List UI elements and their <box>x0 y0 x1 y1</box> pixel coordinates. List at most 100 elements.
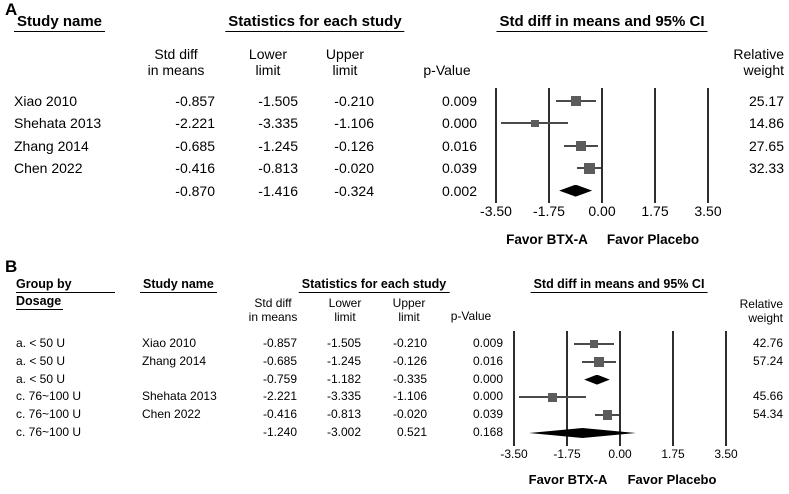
cell-upper-limit: -0.335 <box>392 371 427 386</box>
summary-diamond <box>584 374 610 385</box>
cell-group: c. 76~100 U <box>16 407 82 422</box>
cell-group: a. < 50 U <box>16 336 66 350</box>
cell-std-diff: -0.870 <box>175 182 215 199</box>
lower-limit-subheader: Lower limit <box>248 46 288 78</box>
effect-square <box>602 410 613 420</box>
gridline <box>707 88 709 203</box>
effect-square <box>530 119 539 128</box>
cell-upper-limit: -0.210 <box>392 336 427 350</box>
cell-upper-limit: -1.106 <box>392 389 427 404</box>
group-by-header-line2: Dosage <box>16 294 64 310</box>
cell-lower-limit: -0.813 <box>326 407 361 422</box>
cell-upper-limit: -0.324 <box>334 182 374 199</box>
axis-tick-label: -3.50 <box>480 203 512 219</box>
cell-group: c. 76~100 U <box>16 389 82 404</box>
cell-upper-limit: -1.106 <box>334 115 374 132</box>
axis-tick-label: 1.75 <box>641 203 669 219</box>
cell-std-diff: -0.857 <box>262 336 297 350</box>
cell-lower-limit: -1.245 <box>326 353 361 368</box>
cell-p-value: 0.039 <box>441 160 477 177</box>
axis-tick-label: -3.50 <box>500 447 528 461</box>
cell-study: Chen 2022 <box>14 160 83 177</box>
effect-square <box>594 356 605 367</box>
cell-relative-weight: 57.24 <box>752 353 783 368</box>
cell-lower-limit: -1.505 <box>258 93 298 109</box>
axis-tick-label: -1.75 <box>533 203 565 219</box>
cell-upper-limit: -0.126 <box>334 137 374 154</box>
favor-btxa-label: Favor BTX-A <box>506 232 588 247</box>
cell-relative-weight: 25.17 <box>748 93 784 109</box>
gridline <box>601 88 603 203</box>
cell-std-diff: -0.416 <box>262 407 297 422</box>
cell-std-diff: -0.857 <box>175 93 215 109</box>
gridline <box>619 331 621 446</box>
lower-limit-subheader-b: Lower limit <box>328 296 362 324</box>
gridline <box>725 331 727 446</box>
summary-diamond <box>559 184 593 197</box>
cell-lower-limit: -3.335 <box>326 389 361 404</box>
study-name-header: Study name <box>14 14 106 32</box>
cell-std-diff: -1.240 <box>262 425 297 439</box>
gridline <box>566 331 568 446</box>
cell-group: a. < 50 U <box>16 371 66 386</box>
cell-study: Xiao 2010 <box>142 336 197 350</box>
gridline <box>513 331 515 446</box>
summary-diamond <box>529 428 636 438</box>
cell-study: Zhang 2014 <box>142 353 207 368</box>
cell-study: Chen 2022 <box>142 407 201 422</box>
axis-tick-label: 3.50 <box>694 203 722 219</box>
cell-std-diff: -2.221 <box>262 389 297 404</box>
cell-relative-weight: 32.33 <box>748 160 784 177</box>
cell-std-diff: -2.221 <box>175 115 215 132</box>
axis-tick-label: 0.00 <box>608 447 632 461</box>
cell-lower-limit: -1.182 <box>326 371 361 386</box>
panel-a-label: A <box>5 0 18 19</box>
std-diff-subheader-b: Std diff in means <box>248 296 298 324</box>
cell-upper-limit: 0.521 <box>396 425 427 439</box>
cell-relative-weight: 14.86 <box>748 115 784 132</box>
cell-p-value: 0.168 <box>472 425 503 439</box>
study-name-header-b: Study name <box>140 277 217 293</box>
gridline <box>495 88 497 203</box>
cell-p-value: 0.009 <box>441 93 477 109</box>
cell-relative-weight: 27.65 <box>748 137 784 154</box>
cell-upper-limit: -0.210 <box>334 93 374 109</box>
cell-study: Zhang 2014 <box>14 137 89 154</box>
group-by-header: Group by Dosage <box>16 277 115 310</box>
effect-square <box>589 339 599 349</box>
cell-lower-limit: -3.335 <box>258 115 298 132</box>
effect-square <box>571 96 581 106</box>
cell-p-value: 0.016 <box>472 353 503 368</box>
cell-relative-weight: 42.76 <box>752 336 783 350</box>
axis-tick-label: 3.50 <box>714 447 738 461</box>
p-value-subheader: p-Value <box>423 62 471 78</box>
cell-std-diff: -0.759 <box>262 371 297 386</box>
gridline <box>672 331 674 446</box>
relative-weight-subheader: Relative weight <box>733 46 784 78</box>
effect-square <box>548 393 557 402</box>
cell-p-value: 0.000 <box>441 115 477 132</box>
favor-placebo-label-b: Favor Placebo <box>627 472 717 487</box>
panel-b-label: B <box>5 257 18 276</box>
axis-tick-label: -1.75 <box>553 447 581 461</box>
axis-tick-label: 0.00 <box>588 203 616 219</box>
cell-p-value: 0.002 <box>441 182 477 199</box>
std-diff-subheader: Std diff in means <box>147 46 205 78</box>
cell-p-value: 0.039 <box>472 407 503 422</box>
cell-study: Shehata 2013 <box>142 389 217 404</box>
gridline <box>654 88 656 203</box>
favor-btxa-label-b: Favor BTX-A <box>528 472 608 487</box>
favor-placebo-label: Favor Placebo <box>606 232 700 247</box>
upper-limit-subheader: Upper limit <box>325 46 365 78</box>
cell-study: Shehata 2013 <box>14 115 102 132</box>
relative-weight-subheader-b: Relative weight <box>739 297 783 325</box>
group-by-header-line1: Group by <box>16 277 115 293</box>
stats-for-each-study-header-b: Statistics for each study <box>298 277 450 293</box>
cell-p-value: 0.000 <box>472 371 503 386</box>
cell-std-diff: -0.685 <box>175 137 215 154</box>
gridline <box>548 88 550 203</box>
cell-upper-limit: -0.020 <box>392 407 427 422</box>
effect-square <box>576 140 587 151</box>
stats-for-each-study-header: Statistics for each study <box>225 14 405 32</box>
